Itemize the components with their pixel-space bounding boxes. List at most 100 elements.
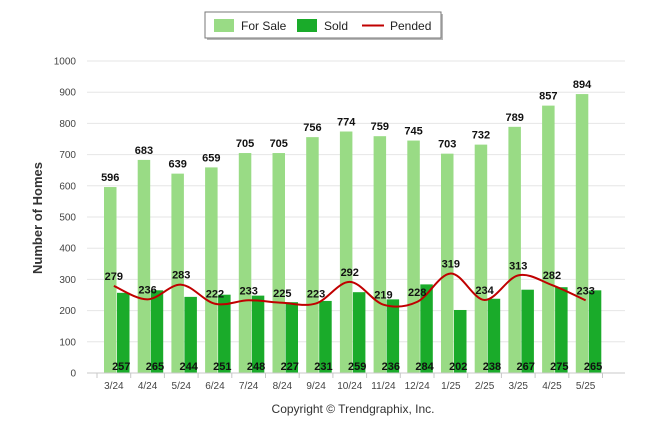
- legend-label-sold: Sold: [324, 19, 348, 33]
- x-tick-label: 8/24: [273, 381, 293, 392]
- data-label-pended: 233: [576, 285, 594, 297]
- bar-for-sale: [441, 153, 454, 373]
- data-label-pended: 282: [543, 270, 561, 282]
- data-label-sold: 231: [314, 361, 332, 373]
- bar-for-sale: [272, 153, 285, 373]
- x-tick-label: 3/24: [104, 381, 124, 392]
- data-label-for-sale: 705: [236, 138, 254, 150]
- bar-sold: [420, 284, 433, 373]
- data-label-pended: 236: [138, 284, 156, 296]
- data-label-pended: 283: [172, 270, 190, 282]
- bar-for-sale: [104, 187, 117, 373]
- data-label-for-sale: 639: [168, 159, 186, 171]
- y-tick-label: 400: [59, 244, 76, 255]
- data-label-pended: 292: [341, 267, 359, 279]
- bars: [104, 94, 602, 374]
- data-label-pended: 234: [475, 285, 494, 297]
- pended-line: [113, 272, 587, 308]
- bar-sold: [218, 294, 231, 373]
- data-label-sold: 284: [415, 361, 434, 373]
- bar-for-sale: [339, 131, 353, 373]
- data-label-pended: 228: [408, 287, 426, 299]
- x-tick-label: 6/24: [205, 381, 225, 392]
- data-label-sold: 257: [112, 361, 130, 373]
- bar-sold: [251, 295, 265, 373]
- x-tick-label: 3/25: [509, 381, 529, 392]
- data-label-sold: 275: [550, 361, 568, 373]
- data-label-for-sale: 774: [337, 117, 356, 129]
- x-tick-label: 4/25: [542, 381, 562, 392]
- data-label-for-sale: 683: [135, 145, 153, 157]
- bar-sold: [454, 309, 467, 373]
- data-label-sold: 236: [382, 361, 400, 373]
- data-label-sold: 265: [584, 361, 602, 373]
- data-label-for-sale: 705: [270, 138, 288, 150]
- data-label-pended: 222: [206, 289, 224, 301]
- y-tick-label: 500: [59, 213, 76, 224]
- bar-for-sale: [205, 167, 218, 373]
- data-label-sold: 251: [213, 361, 231, 373]
- legend: For Sale Sold Pended: [204, 11, 443, 40]
- x-tick-label: 10/24: [337, 381, 362, 392]
- data-label-pended: 225: [273, 288, 291, 300]
- data-label-for-sale: 756: [303, 122, 321, 134]
- data-label-sold: 248: [247, 361, 265, 373]
- data-label-for-sale: 703: [438, 139, 456, 151]
- data-label-pended: 279: [105, 271, 123, 283]
- data-label-for-sale: 857: [539, 91, 557, 103]
- bar-for-sale: [542, 105, 555, 373]
- bar-sold: [319, 300, 332, 373]
- bar-for-sale: [373, 136, 387, 373]
- data-label-pended: 319: [442, 258, 460, 270]
- bar-for-sale: [575, 94, 589, 374]
- bar-sold: [521, 289, 534, 373]
- y-tick-label: 1000: [54, 57, 77, 68]
- bar-sold: [285, 302, 298, 373]
- y-tick-label: 900: [59, 88, 76, 99]
- copyright-text: Copyright © Trendgraphix, Inc.: [272, 402, 435, 416]
- data-label-for-sale: 745: [404, 126, 422, 138]
- data-label-for-sale: 759: [371, 121, 389, 133]
- x-tick-label: 5/25: [576, 381, 596, 392]
- data-label-sold: 202: [449, 361, 467, 373]
- y-tick-label: 700: [59, 150, 76, 161]
- legend-label-pended: Pended: [390, 19, 431, 33]
- x-axis: 3/24 4/24 5/24 6/24 7/24 8/24 9/24 10/24 11/24 12…: [87, 372, 625, 392]
- bar-for-sale: [508, 126, 521, 373]
- data-label-for-sale: 596: [101, 172, 119, 184]
- y-tick-label: 100: [59, 337, 76, 348]
- data-label-sold: 238: [483, 361, 501, 373]
- data-label-pended: 223: [307, 288, 325, 300]
- bar-sold: [386, 299, 400, 373]
- y-tick-label: 0: [70, 369, 76, 380]
- bar-sold: [184, 296, 197, 373]
- x-tick-label: 7/24: [239, 381, 259, 392]
- bar-sold: [588, 290, 602, 373]
- data-label-for-sale: 659: [202, 152, 220, 164]
- x-tick-label: 5/24: [172, 381, 192, 392]
- bar-sold: [117, 292, 130, 373]
- bar-for-sale: [137, 159, 151, 373]
- data-labels: 596 257 683 265 639 244 659 251 705 248 705 227 756 2…: [101, 79, 602, 373]
- x-tick-label: 11/24: [371, 381, 396, 392]
- x-tick-label: 1/25: [441, 381, 461, 392]
- legend-box: [204, 11, 442, 39]
- bar-for-sale: [306, 137, 319, 373]
- data-label-for-sale: 789: [505, 112, 523, 124]
- bar-sold: [150, 290, 164, 373]
- bar-for-sale: [474, 144, 488, 373]
- data-label-sold: 244: [179, 361, 198, 373]
- bar-sold: [352, 292, 366, 373]
- y-tick-label: 600: [59, 181, 76, 192]
- x-tick-label: 12/24: [405, 381, 430, 392]
- y-tick-label: 200: [59, 306, 76, 317]
- data-label-for-sale: 732: [472, 130, 490, 142]
- x-tick-label: 2/25: [475, 381, 495, 392]
- x-tick-label: 9/24: [306, 381, 326, 392]
- data-label-pended: 233: [239, 285, 257, 297]
- bar-for-sale: [407, 140, 420, 373]
- data-label-pended: 219: [374, 290, 392, 302]
- data-label-sold: 265: [146, 361, 164, 373]
- y-axis: 0 100 200 300 400 500 600 700 800 900 1000: [54, 57, 77, 380]
